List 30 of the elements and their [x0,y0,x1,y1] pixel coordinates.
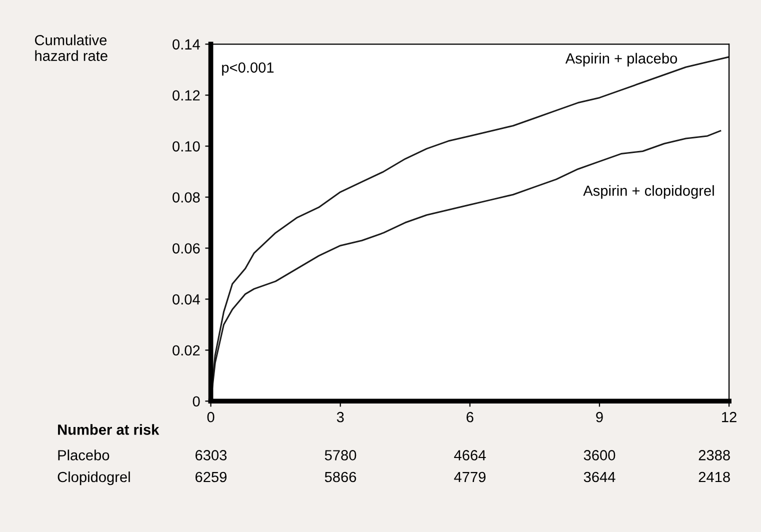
y-tick-label: 0 [192,396,200,407]
y-tick-label: 0.08 [172,192,200,203]
text: 3644 [584,472,616,482]
y-tick-label: 0.12 [172,90,200,101]
text: 5780 [324,450,356,460]
y-tick-label: 0.04 [172,294,200,305]
text: Number at risk [58,424,160,435]
y-tick-label: 0.06 [172,243,200,254]
text: 4664 [454,450,486,460]
x-tick-label: 6 [466,412,474,422]
text: 5866 [324,472,356,482]
text: Clopidogrel [58,471,130,486]
series-label: Aspirin + placebo [565,52,678,66]
y-tick-label: 0.10 [172,141,200,152]
annotation: p<0.001 [222,62,274,76]
text: 3600 [584,450,616,460]
series-label: Aspirin + clopidogrel [583,185,714,199]
y-axis-title: Cumulative hazard rate [34,34,108,61]
text: Placebo [58,450,110,460]
text: 2388 [698,450,730,460]
x-tick-label: 3 [336,412,344,422]
y-tick-label: 0.02 [172,345,200,356]
x-tick-label: 9 [596,412,603,422]
text: 2418 [698,472,730,482]
x-tick-label: 0 [207,412,214,422]
x-tick-label: 12 [722,412,736,422]
y-tick-label: 0.14 [172,39,200,50]
text: 6259 [196,472,227,482]
text: 6303 [196,450,227,460]
text: 4779 [454,472,486,482]
